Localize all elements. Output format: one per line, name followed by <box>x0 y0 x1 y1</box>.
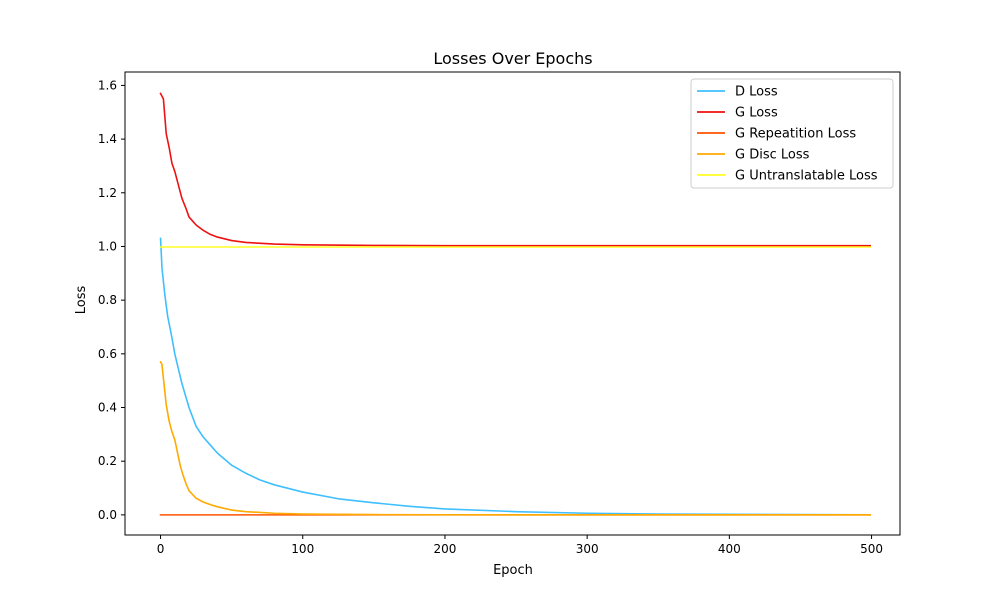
y-tick-label: 0.0 <box>98 508 117 522</box>
x-tick-label: 0 <box>157 542 165 556</box>
legend-label: D Loss <box>735 85 778 100</box>
x-tick-label: 400 <box>718 542 741 556</box>
y-axis-label: Loss <box>74 286 89 315</box>
y-tick-label: 0.2 <box>98 454 117 468</box>
legend-box <box>690 78 894 189</box>
y-tick-label: 1.6 <box>98 78 117 92</box>
y-tick-label: 1.2 <box>98 186 117 200</box>
series-line-1 <box>159 92 871 247</box>
y-tick-label: 1.0 <box>98 239 117 253</box>
x-tick-label: 200 <box>434 542 457 556</box>
y-tick-label: 0.4 <box>98 401 117 415</box>
series-line-0 <box>159 237 871 516</box>
x-axis-label: Epoch <box>493 563 533 578</box>
chart-title: Losses Over Epochs <box>433 49 592 68</box>
axes-layer: 0 100 200 300 400 500 0.0 0.2 0.4 0.6 0.8 1.0 1.2 1.4… <box>98 71 901 556</box>
series-line-3 <box>159 360 871 516</box>
plot-frame <box>124 71 901 536</box>
y-tick-label: 0.8 <box>98 293 117 307</box>
legend-label: G Disc Loss <box>735 148 810 163</box>
x-tick-label: 300 <box>576 542 599 556</box>
legend-label: G Loss <box>735 106 778 121</box>
y-tick-label: 1.4 <box>98 132 117 146</box>
y-tick-label: 0.6 <box>98 347 117 361</box>
legend-label: G Untranslatable Loss <box>735 169 878 184</box>
x-tick-label: 100 <box>291 542 314 556</box>
series-layer <box>159 92 871 516</box>
legend-label: G Repeatition Loss <box>735 127 856 142</box>
x-tick-label: 500 <box>860 542 883 556</box>
legend: D Loss G Loss G Repeatition Loss G Disc Los… <box>690 78 894 189</box>
